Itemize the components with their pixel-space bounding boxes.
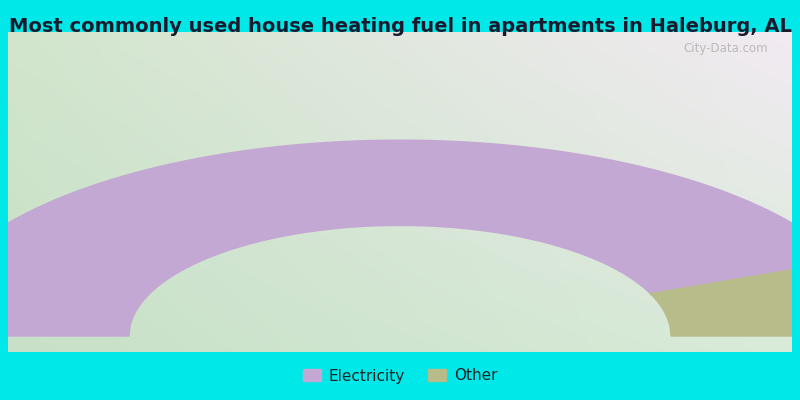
Legend: Electricity, Other: Electricity, Other <box>302 368 498 384</box>
Polygon shape <box>0 140 800 336</box>
Text: City-Data.com: City-Data.com <box>684 42 769 55</box>
Text: Most commonly used house heating fuel in apartments in Haleburg, AL: Most commonly used house heating fuel in… <box>9 17 791 36</box>
Polygon shape <box>650 261 800 336</box>
